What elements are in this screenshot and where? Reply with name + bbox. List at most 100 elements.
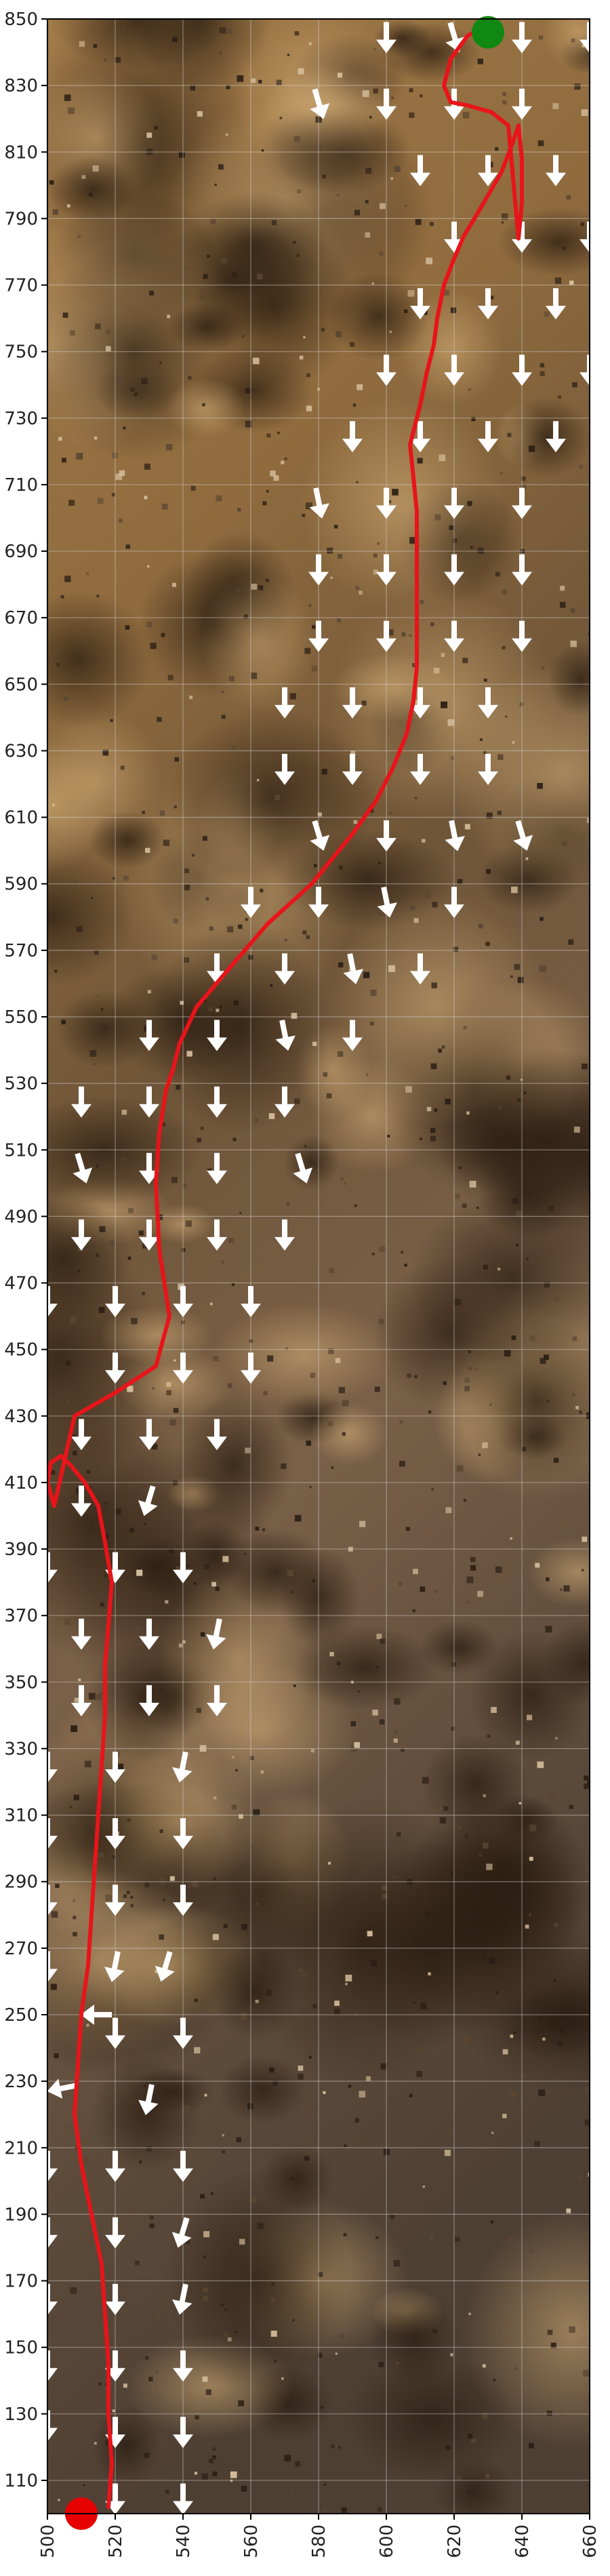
terrain-speckle [249, 1339, 253, 1343]
terrain-speckle [383, 2148, 390, 2155]
terrain-speckle [546, 1399, 550, 1403]
terrain-speckle [142, 2270, 146, 2274]
terrain-speckle [398, 1646, 401, 1649]
terrain-speckle [166, 1390, 171, 1396]
terrain-speckle [237, 588, 241, 592]
terrain-speckle [462, 112, 470, 119]
terrain-speckle [545, 1626, 552, 1633]
x-tick-label: 640 [512, 2524, 533, 2558]
flow-arrow [580, 22, 590, 54]
terrain-speckle [146, 622, 152, 628]
flow-arrow [155, 1951, 175, 1982]
terrain-speckle [525, 857, 529, 860]
terrain-speckle [387, 1134, 390, 1138]
terrain-speckle [54, 969, 58, 973]
terrain-speckle [304, 647, 311, 654]
terrain-speckle [272, 2080, 279, 2086]
terrain-speckle [313, 864, 317, 868]
terrain-speckle [70, 1806, 73, 1809]
terrain-speckle [486, 868, 491, 874]
terrain-patch [469, 1628, 590, 1763]
terrain-speckle [416, 2071, 423, 2077]
terrain-speckle [374, 1386, 380, 1392]
y-tick-label: 450 [4, 1340, 38, 1361]
terrain-speckle [356, 481, 359, 484]
terrain-speckle [204, 2093, 207, 2097]
terrain-speckle [342, 1400, 349, 1407]
terrain-speckle [239, 1211, 242, 1214]
terrain-speckle [252, 357, 260, 365]
terrain-speckle [502, 92, 506, 96]
flow-arrow [47, 1286, 58, 1318]
terrain-speckle [373, 553, 378, 558]
y-tick-label: 570 [4, 941, 38, 961]
flow-arrow [241, 1286, 261, 1318]
terrain-speckle [344, 1182, 347, 1185]
terrain-speckle [355, 2013, 359, 2016]
terrain-speckle [502, 589, 508, 595]
terrain-speckle [513, 2031, 516, 2034]
flow-arrow [274, 1086, 295, 1118]
terrain-patch [89, 811, 165, 869]
terrain-speckle [405, 1527, 410, 1531]
terrain-speckle [507, 432, 512, 437]
flow-arrow [310, 820, 330, 851]
flow-arrow [139, 1086, 159, 1118]
y-tick-label: 430 [4, 1407, 38, 1427]
terrain-speckle [487, 1734, 491, 1738]
terrain-speckle [98, 2382, 102, 2386]
terrain-speckle [127, 1818, 131, 1822]
flow-arrow [47, 1885, 58, 1916]
terrain-speckle [359, 1521, 366, 1527]
terrain-speckle [195, 2415, 199, 2419]
terrain-speckle [479, 1854, 481, 1857]
terrain-speckle [554, 1296, 560, 1302]
terrain-speckle [340, 1177, 344, 1181]
flow-arrow [410, 754, 430, 785]
terrain-speckle [227, 926, 234, 933]
terrain-speckle [341, 2508, 347, 2514]
terrain-speckle [370, 989, 377, 997]
terrain-speckle [149, 2215, 154, 2220]
terrain-speckle [430, 1135, 436, 1142]
terrain-speckle [432, 902, 438, 908]
y-tick-label: 530 [4, 1074, 38, 1094]
terrain-speckle [582, 44, 585, 47]
flow-arrow [342, 1020, 363, 1051]
terrain-speckle [491, 1707, 497, 1713]
terrain-speckle [210, 219, 216, 224]
terrain-speckle [228, 1238, 234, 1243]
terrain-speckle [477, 1590, 483, 1597]
flow-arrow [376, 355, 396, 386]
flow-arrow [173, 1352, 193, 1384]
terrain-speckle [420, 2003, 427, 2009]
terrain-speckle [414, 797, 418, 799]
terrain-speckle [520, 1079, 523, 1081]
goal-marker [472, 16, 504, 49]
terrain-speckle [453, 946, 458, 952]
terrain-speckle [159, 1934, 164, 1940]
y-tick-label: 330 [4, 1739, 38, 1759]
terrain-patch [90, 1750, 265, 1893]
terrain-speckle [441, 653, 445, 658]
terrain-speckle [184, 885, 190, 891]
terrain-speckle [104, 1502, 107, 1505]
terrain-speckle [306, 935, 310, 940]
terrain-speckle [308, 604, 312, 607]
terrain-speckle [302, 1973, 306, 1977]
terrain-speckle [542, 2037, 546, 2041]
y-tick-label: 170 [4, 2272, 38, 2292]
terrain-speckle [293, 136, 300, 142]
terrain-speckle [350, 1721, 356, 1727]
terrain-speckle [529, 1335, 536, 1342]
terrain-speckle [136, 1569, 143, 1576]
terrain-speckle [443, 1806, 449, 1811]
terrain-speckle [73, 1794, 79, 1800]
terrain-speckle [329, 1267, 335, 1274]
terrain-speckle [64, 2124, 67, 2127]
terrain-speckle [321, 769, 327, 775]
flow-arrow [376, 22, 396, 54]
terrain-speckle [261, 149, 264, 152]
flow-arrow [342, 421, 363, 453]
terrain-speckle [398, 1582, 403, 1586]
